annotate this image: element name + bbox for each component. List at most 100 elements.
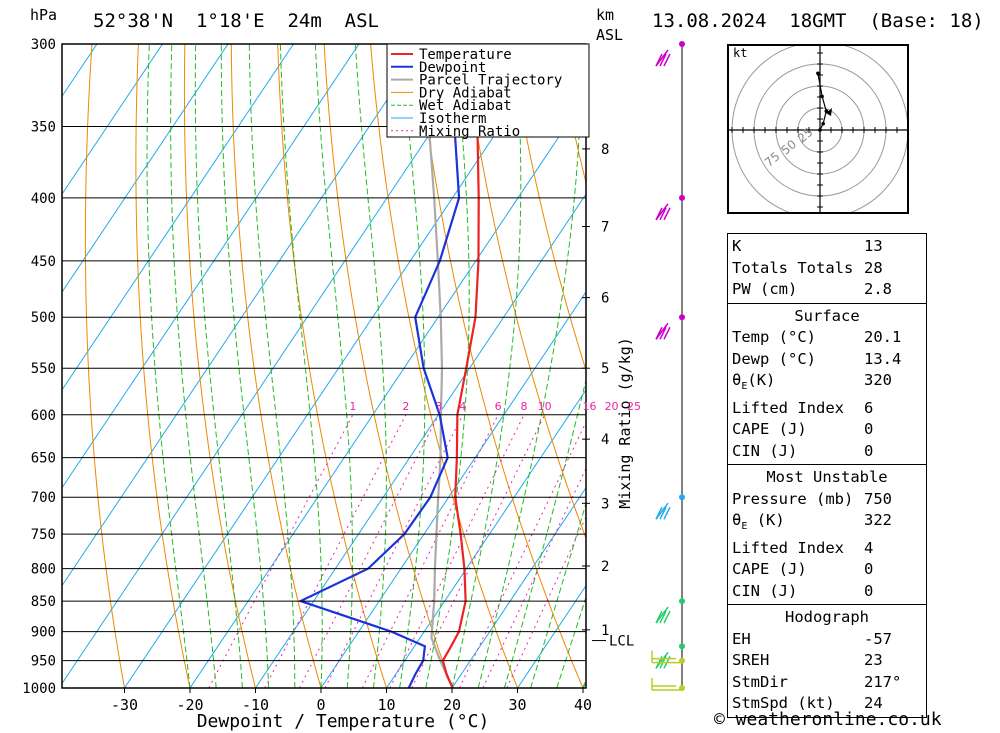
isotherm-line <box>62 44 164 196</box>
most-unstable-row-label: CIN (J) <box>732 581 798 600</box>
temp-tick-label: -30 <box>111 696 138 714</box>
wet-adiabat-line <box>248 44 296 688</box>
pressure-tick-label: 350 <box>31 119 56 135</box>
hodograph-row-value: 23 <box>864 651 883 670</box>
hodograph-row-label: EH <box>732 629 751 648</box>
pressure-tick-label: 800 <box>31 562 56 578</box>
surface-row: CAPE (J) 0 <box>732 419 922 441</box>
hodograph-unit: kt <box>733 46 748 60</box>
wind-barb-feather <box>663 506 671 520</box>
isotherm-line <box>62 44 229 293</box>
pressure-tick-label: 650 <box>31 451 56 467</box>
wind-barb <box>655 322 671 340</box>
wind-level-dot <box>679 643 685 650</box>
most-unstable-row-value: 322 <box>864 511 892 530</box>
legend-entry: Wet Adiabat <box>419 98 512 114</box>
wind-barb-feather <box>659 326 667 340</box>
wet-adiabat-line <box>194 44 243 688</box>
wind-level-dot <box>679 41 685 47</box>
surface-row: θE(K) 320 <box>732 370 922 398</box>
wind-barb-feather <box>655 610 663 624</box>
most-unstable-row-label: CAPE (J) <box>732 560 807 579</box>
wind-barb-feather <box>663 207 671 221</box>
mixing-ratio-label: 16 <box>583 400 597 413</box>
height-unit-asl: ASL <box>596 26 624 44</box>
wind-barb <box>655 203 671 221</box>
wind-barb-feather <box>659 610 667 624</box>
temp-tick-label: 20 <box>443 696 461 714</box>
height-tick-label: 4 <box>601 432 609 448</box>
temp-tick-label: -10 <box>242 696 269 714</box>
dry-adiabat-line <box>323 44 453 688</box>
most-unstable-box: Most Unstable Pressure (mb) 750 θE (K) 322 L… <box>727 465 927 606</box>
legend-entry: Dry Adiabat <box>419 85 512 101</box>
hodograph-row-value: 24 <box>864 694 883 713</box>
hodograph-point <box>818 128 822 132</box>
temp-tick-label: 40 <box>574 696 592 714</box>
hodograph-panel: 25 50 75 kt <box>727 41 909 219</box>
wind-barb-feather <box>655 53 663 67</box>
surface-row-label: θE(K) <box>732 371 776 393</box>
surface-row: CIN (J) 0 <box>732 441 922 463</box>
temp-tick-label: 0 <box>316 696 325 714</box>
surface-row-label: Lifted Index <box>732 398 844 417</box>
temp-tick-label: 10 <box>377 696 395 714</box>
hodograph-point <box>824 109 829 113</box>
hodograph-row: StmSpd (kt) 24 <box>732 693 922 715</box>
height-tick-label: 5 <box>601 361 609 377</box>
hodograph-row-label: StmDir <box>732 672 788 691</box>
mixing-ratio-axis-label: Mixing Ratio (g/kg) <box>616 337 634 509</box>
temp-tick-label: 30 <box>508 696 526 714</box>
surface-row-label: Temp (°C) <box>732 328 816 346</box>
temp-tick-label: -20 <box>176 696 203 714</box>
general-index-row-label: Totals Totals <box>732 258 854 277</box>
wind-barb <box>655 502 671 520</box>
wind-level-dot <box>679 314 685 321</box>
mixing-ratio-label: 20 <box>605 400 619 413</box>
legend-box <box>386 43 590 138</box>
wind-barb-feather <box>663 610 671 624</box>
legend-entry: Parcel Trajectory <box>419 73 562 89</box>
dry-adiabat-line <box>974 44 1000 688</box>
surface-row: Lifted Index 6 <box>732 398 922 420</box>
wind-barb <box>651 678 682 691</box>
most-unstable-row: CIN (J) 0 <box>732 581 922 603</box>
general-index-row-label: K <box>732 237 742 255</box>
x-axis-label: Dewpoint / Temperature (°C) <box>197 711 490 732</box>
wind-barb-feather <box>663 53 671 67</box>
wet-adiabat-line <box>425 44 470 688</box>
hodograph-row: StmDir 217° <box>732 672 922 694</box>
mixing-ratio-line <box>411 414 546 688</box>
hodograph-trace <box>817 73 827 131</box>
mixing-ratio-label: 6 <box>495 400 502 413</box>
isotherm-line <box>451 486 586 688</box>
most-unstable-row-label: θE (K) <box>732 511 785 533</box>
height-tick-label: 2 <box>601 559 609 575</box>
wind-barb-feather <box>655 326 663 340</box>
surface-row-value: 13.4 <box>864 349 902 368</box>
general-indices-box: K 13 Totals Totals 28 PW (cm) 2.8 <box>727 233 927 304</box>
pressure-tick-label: 700 <box>31 490 56 506</box>
pressure-tick-label: 300 <box>31 37 56 53</box>
wet-adiabat-line <box>170 44 217 688</box>
lcl-label: LCL <box>609 634 634 650</box>
mixing-ratio-label: 2 <box>402 400 409 413</box>
hodograph-row: SREH 23 <box>732 650 922 672</box>
most-unstable-title: Most Unstable <box>766 468 888 487</box>
wet-adiabat-line <box>279 44 323 688</box>
legend-entry: Isotherm <box>419 111 486 127</box>
pressure-tick-label: 400 <box>31 191 56 207</box>
wind-barb-feather <box>659 506 667 520</box>
height-tick-label: 3 <box>601 496 609 512</box>
footer-credit: © weatheronline.co.uk <box>714 709 942 730</box>
isotherm-line <box>62 44 426 587</box>
datetime-title: 13.08.2024 18GMT (Base: 18) <box>652 10 984 32</box>
isotherm-line <box>254 193 586 688</box>
storm-motion-arrow <box>826 108 832 116</box>
pressure-tick-label: 900 <box>31 625 56 641</box>
height-tick-label: 8 <box>601 142 609 158</box>
general-index-row-value: 13 <box>864 237 883 255</box>
legend-entry: Temperature <box>419 47 512 63</box>
